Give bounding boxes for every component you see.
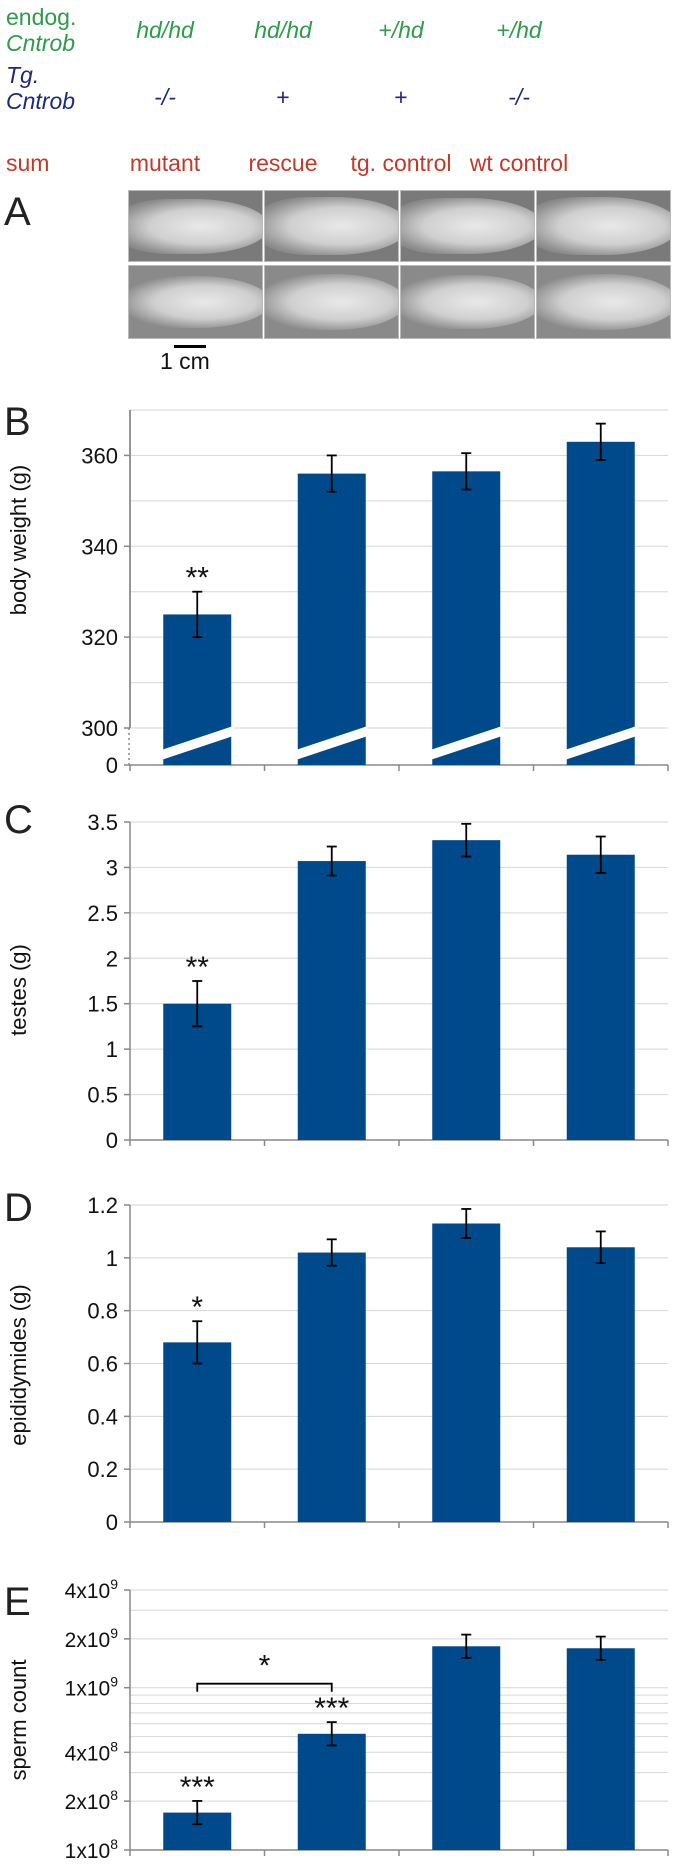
ytick-label-c: 2.5 xyxy=(87,901,118,926)
row-label-endog: endog. Cntrob xyxy=(6,4,76,56)
col-endog-wt-control: +/hd xyxy=(496,17,542,43)
ylabel-d: epididymides (g) xyxy=(6,1284,31,1445)
significance-b-0: ** xyxy=(186,562,210,595)
chart-d: 0 0.2 0.4 0.6 0.8 1 1.2 epididymides (g) * xyxy=(6,1193,669,1535)
bar-d-0 xyxy=(163,1342,232,1522)
bar-break-b-1 xyxy=(295,726,368,760)
row-label-tg-line1: Tg. xyxy=(6,62,40,88)
significance-e-1: *** xyxy=(314,1692,349,1725)
bar-break-b-0 xyxy=(161,726,234,760)
ylabel-e: sperm count xyxy=(6,1659,31,1780)
bar-e-1 xyxy=(297,1733,366,1850)
bar-b-2 xyxy=(432,471,501,765)
ytick-label-d: 1.2 xyxy=(87,1193,118,1218)
panel-letter-e: E xyxy=(4,1580,31,1624)
row-label-endog-line1: endog. xyxy=(6,4,77,30)
ytick-label-b: 340 xyxy=(81,534,118,559)
bar-e-2 xyxy=(432,1646,501,1850)
col-tg-rescue: + xyxy=(276,84,290,110)
ytick-label-b: 300 xyxy=(81,716,118,741)
chart-c: 0 0.5 1 1.5 2 2.5 3 3.5 testes (g) ** xyxy=(6,810,669,1153)
col-sum-wt-control: wt control xyxy=(469,150,569,176)
bracket-e xyxy=(196,1682,333,1692)
ytick-label-b: 0 xyxy=(106,753,118,778)
paw-photo-mutant-bottom xyxy=(128,265,263,339)
bar-c-3 xyxy=(566,854,635,1140)
col-endog-tg-control: +/hd xyxy=(378,17,424,43)
scale-bar-label: 1 cm xyxy=(160,348,210,374)
paw-photo-wt-control-bottom xyxy=(536,265,671,339)
paw-photo-wt-control-top xyxy=(536,190,671,262)
row-label-tg: Tg. Cntrob xyxy=(6,62,75,114)
paw-photo-rescue-bottom xyxy=(264,265,399,339)
significance-e-0: *** xyxy=(180,1771,215,1804)
panel-letter-b: B xyxy=(4,400,31,444)
paw-photo-mutant-top xyxy=(128,190,263,262)
chart-e: 1x108 2x108 4x108 1x109 2x109 4x109 sperm coun… xyxy=(6,1576,669,1863)
ytick-label-e: 2x108 xyxy=(65,1787,119,1814)
ytick-label-d: 0.2 xyxy=(87,1457,118,1482)
paw-photo-tg-control-top xyxy=(400,190,535,262)
bracket-label-e: * xyxy=(259,1650,271,1683)
ytick-label-c: 3.5 xyxy=(87,810,118,835)
bar-d-2 xyxy=(432,1223,501,1522)
panel-letter-c: C xyxy=(4,798,33,842)
ytick-label-d: 1 xyxy=(106,1246,118,1271)
row-label-endog-line2: Cntrob xyxy=(6,30,76,56)
bar-break-b-2 xyxy=(430,726,503,760)
col-tg-wt-control: -/- xyxy=(508,84,530,110)
bar-d-1 xyxy=(297,1252,366,1522)
ytick-label-e: 4x108 xyxy=(65,1738,119,1765)
ytick-label-d: 0.4 xyxy=(87,1404,118,1429)
ytick-label-e: 1x109 xyxy=(65,1674,119,1701)
chart-b: 0 300 320 340 360 body weight (g) ** xyxy=(6,409,669,778)
ytick-label-c: 0 xyxy=(106,1128,118,1153)
ytick-label-e: 1x108 xyxy=(65,1836,119,1863)
ytick-label-c: 0.5 xyxy=(87,1083,118,1108)
col-endog-rescue: hd/hd xyxy=(254,17,312,43)
ytick-label-e: 4x109 xyxy=(65,1576,119,1603)
significance-c-0: ** xyxy=(186,951,210,984)
ytick-label-b: 360 xyxy=(81,443,118,468)
col-tg-mutant: -/- xyxy=(154,84,176,110)
bar-b-1 xyxy=(297,473,366,765)
ylabel-b: body weight (g) xyxy=(6,465,31,615)
col-tg-tg-control: + xyxy=(394,84,408,110)
col-endog-mutant: hd/hd xyxy=(136,17,194,43)
col-sum-rescue: rescue xyxy=(248,150,318,176)
scale-bar xyxy=(174,345,206,348)
significance-d-0: * xyxy=(191,1291,203,1324)
col-sum-mutant: mutant xyxy=(129,150,201,176)
bar-c-2 xyxy=(432,840,501,1140)
ytick-label-e: 2x109 xyxy=(65,1625,119,1652)
row-label-sum: sum xyxy=(6,150,50,176)
bar-b-3 xyxy=(566,441,635,765)
ytick-label-d: 0 xyxy=(106,1510,118,1535)
bar-d-3 xyxy=(566,1247,635,1522)
ytick-label-c: 1 xyxy=(106,1037,118,1062)
bar-c-1 xyxy=(297,861,366,1140)
panel-letter-a: A xyxy=(4,190,31,234)
ytick-label-c: 1.5 xyxy=(87,992,118,1017)
ytick-label-d: 0.6 xyxy=(87,1352,118,1377)
panel-letter-d: D xyxy=(4,1186,33,1230)
ytick-label-c: 3 xyxy=(106,855,118,880)
ylabel-c: testes (g) xyxy=(6,944,31,1036)
bar-break-b-3 xyxy=(564,726,637,760)
ytick-label-c: 2 xyxy=(106,946,118,971)
bar-e-3 xyxy=(566,1648,635,1850)
row-label-tg-line2: Cntrob xyxy=(6,88,76,114)
ytick-label-b: 320 xyxy=(81,625,118,650)
paw-photo-tg-control-bottom xyxy=(400,265,535,339)
ytick-label-d: 0.8 xyxy=(87,1299,118,1324)
col-sum-tg-control: tg. control xyxy=(350,150,452,176)
paw-photo-rescue-top xyxy=(264,190,399,262)
